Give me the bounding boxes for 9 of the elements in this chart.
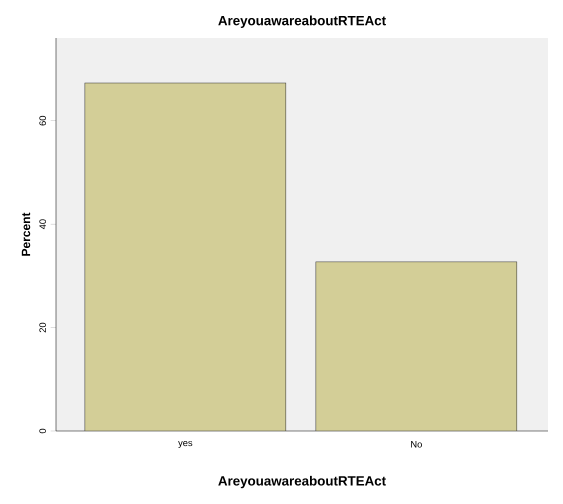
x-tick-label: yes (178, 441, 192, 448)
y-tick-label: 0 (39, 428, 46, 434)
y-tick-label: 20 (39, 322, 46, 332)
x-tick-label: No (411, 441, 422, 448)
x-axis-title: AreyouawareaboutRTEAct (218, 476, 386, 488)
chart-title: AreyouawareaboutRTEAct (218, 16, 386, 28)
y-tick-label: 60 (39, 116, 46, 126)
y-tick-label: 40 (39, 219, 46, 230)
y-axis-title: Percent (22, 212, 30, 256)
